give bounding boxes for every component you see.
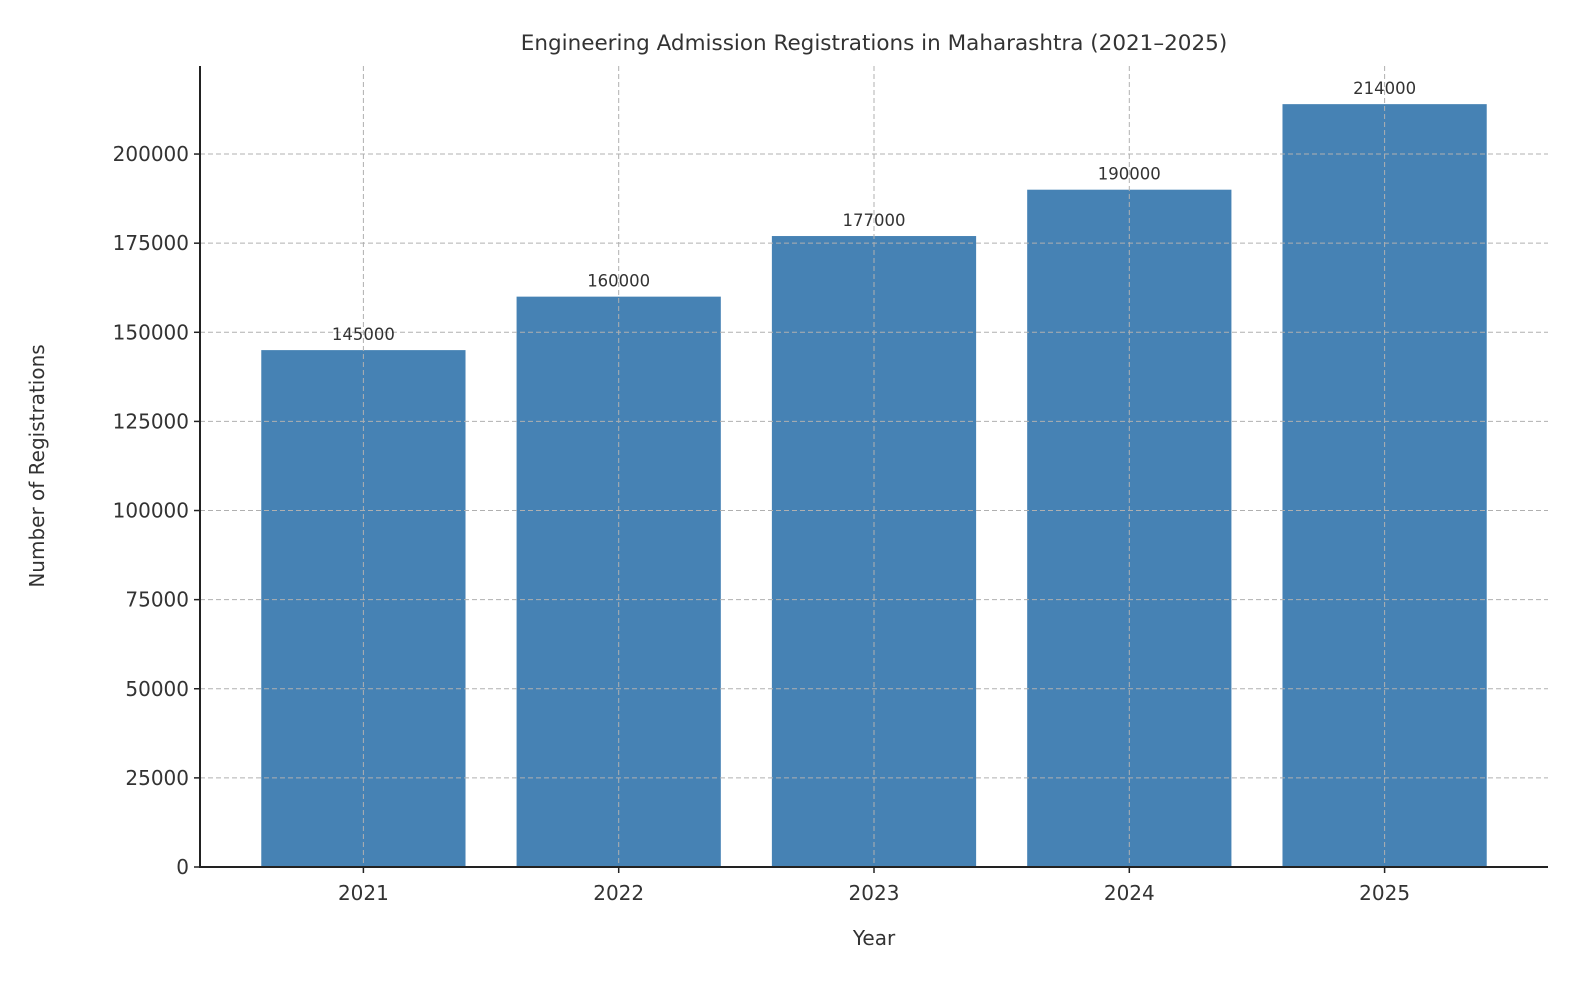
x-tick-label: 2021 — [338, 881, 389, 905]
y-tick-label: 75000 — [125, 588, 189, 612]
x-axis-label: Year — [852, 926, 896, 950]
chart-title: Engineering Admission Registrations in M… — [521, 31, 1227, 56]
y-axis-label: Number of Registrations — [25, 344, 49, 587]
data-labels: 145000 160000 177000 190000 214000 — [332, 79, 1416, 344]
y-tick-label: 125000 — [113, 409, 189, 433]
grid — [200, 66, 1548, 867]
x-axis-ticks: 2021 2022 2023 2024 2025 — [338, 867, 1410, 905]
x-tick-label: 2025 — [1359, 881, 1410, 905]
data-label-2025: 214000 — [1353, 79, 1416, 98]
y-tick-label: 25000 — [125, 766, 189, 790]
y-tick-label: 0 — [176, 855, 189, 879]
y-tick-label: 100000 — [113, 499, 189, 523]
x-tick-label: 2024 — [1104, 881, 1155, 905]
x-tick-label: 2022 — [593, 881, 644, 905]
x-tick-label: 2023 — [849, 881, 900, 905]
y-tick-label: 200000 — [113, 142, 189, 166]
y-axis-ticks: 0 25000 50000 75000 100000 125000 150000 175000… — [113, 142, 200, 879]
y-tick-label: 150000 — [113, 320, 189, 344]
y-tick-label: 50000 — [125, 677, 189, 701]
data-label-2024: 190000 — [1098, 165, 1161, 184]
data-label-2021: 145000 — [332, 325, 395, 344]
data-label-2023: 177000 — [843, 211, 906, 230]
y-tick-label: 175000 — [113, 231, 189, 255]
data-label-2022: 160000 — [587, 272, 650, 291]
